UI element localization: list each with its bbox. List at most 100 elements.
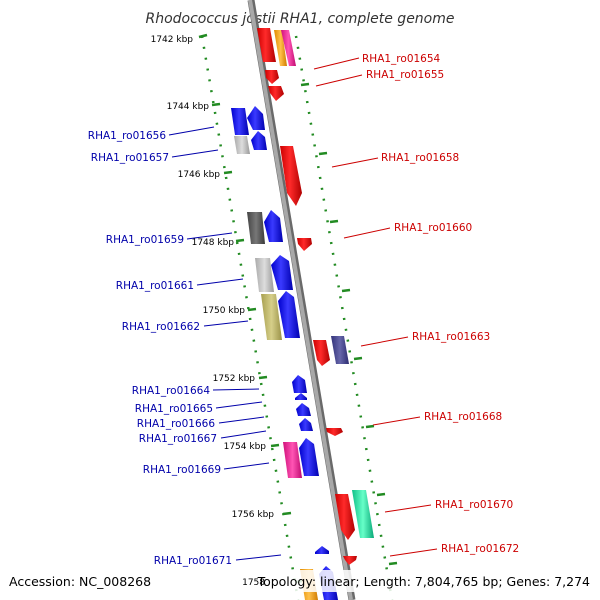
gene-label[interactable]: RHA1_ro01655 [366,69,444,81]
gene-arrow[interactable] [299,438,319,476]
leader-line [218,416,265,424]
scale-labels: 1742 kbp 1744 kbp 1746 kbp 1748 kbp 1750… [151,35,275,588]
leader-line [203,320,249,327]
gene-label[interactable]: RHA1_ro01662 [122,321,200,333]
gene-label[interactable]: RHA1_ro01667 [139,433,217,445]
gene-arrow[interactable] [299,418,313,431]
leader-line [212,388,260,391]
gene-label[interactable]: RHA1_ro01660 [394,222,472,234]
footer-left-backdrop [0,570,152,592]
gene-arrow[interactable] [343,556,357,565]
gene-arrow[interactable] [280,146,302,206]
tick [318,151,328,156]
gene-arrow[interactable] [352,490,374,538]
scale-label: 1758 [242,578,265,588]
gene-arrow[interactable] [247,106,265,130]
map-title: Rhodococcus jostii RHA1, complete genome [145,11,454,27]
tick [329,219,339,224]
axis-line [248,0,353,600]
gene-label[interactable]: RHA1_ro01657 [91,152,169,164]
scale-label: 1756 kbp [232,510,275,520]
gene-label[interactable]: RHA1_ro01670 [435,499,513,511]
tick [282,511,292,516]
gene-arrow[interactable] [326,428,343,436]
right-dotted-track [294,35,394,600]
gene-features [231,28,374,600]
accession-text: Accession: NC_008268 [9,574,151,589]
leader-line [343,227,391,239]
footer: Accession: NC_008268 Topology: linear; L… [0,570,600,592]
gene-label[interactable]: RHA1_ro01672 [441,543,519,555]
gene-arrow[interactable] [251,131,267,150]
gene-arrow[interactable] [335,494,355,540]
leader-lines [168,57,438,561]
gene-label[interactable]: RHA1_ro01659 [106,234,184,246]
gene-arrow[interactable] [331,336,349,364]
leader-line [372,416,421,426]
genome-axis [247,0,356,600]
gene-arrow[interactable] [313,340,330,366]
tick [300,82,310,87]
gene-arrow[interactable] [274,30,287,66]
gene-arrow[interactable] [234,136,250,154]
right-gene-labels: RHA1_ro01654 RHA1_ro01655 RHA1_ro01658 R… [362,53,519,555]
leader-line [168,126,215,136]
tick [223,170,233,175]
gene-label[interactable]: RHA1_ro01658 [381,152,459,164]
tick [198,33,208,39]
gene-label[interactable]: RHA1_ro01665 [135,403,213,415]
scale-label: 1742 kbp [151,35,194,45]
gene-label[interactable]: RHA1_ro01668 [424,411,502,423]
leader-line [223,462,270,470]
leader-line [360,336,409,347]
genome-summary-text: Topology: linear; Length: 7,804,765 bp; … [257,574,590,589]
gene-label[interactable]: RHA1_ro01663 [412,331,490,343]
gene-arrow[interactable] [255,258,274,292]
scale-label: 1754 kbp [224,442,267,452]
tick [341,288,351,293]
gene-arrow[interactable] [296,403,311,416]
footer-right-backdrop [270,570,600,592]
gene-arrow[interactable] [265,70,279,84]
tick [365,424,375,429]
gene-label[interactable]: RHA1_ro01666 [137,418,216,430]
gene-arrow[interactable] [292,375,307,393]
gene-arrow[interactable] [297,238,312,251]
gene-arrow[interactable] [257,28,276,62]
gene-arrow[interactable] [281,30,296,66]
gene-label[interactable]: RHA1_ro01656 [88,130,167,142]
gene-arrow[interactable] [271,255,293,290]
gene-arrow[interactable] [261,294,282,340]
tick [247,307,257,312]
leader-line [186,232,233,240]
scale-label: 1750 kbp [203,306,246,316]
gene-arrow[interactable] [268,86,284,101]
gene-arrow[interactable] [283,442,302,478]
gene-arrow[interactable] [315,546,329,554]
left-dotted-track [200,35,300,600]
gene-label[interactable]: RHA1_ro01669 [143,464,221,476]
gene-label[interactable]: RHA1_ro01661 [116,280,194,292]
gene-arrow[interactable] [247,212,265,244]
tick [235,238,245,243]
leader-line [220,430,267,439]
gene-label[interactable]: RHA1_ro01671 [154,555,232,567]
left-gene-labels: RHA1_ro01656 RHA1_ro01657 RHA1_ro01659 R… [88,130,232,567]
tick [353,356,363,361]
gene-arrow[interactable] [295,393,307,400]
leader-line [389,548,438,557]
gene-label[interactable]: RHA1_ro01654 [362,53,441,65]
gene-arrow[interactable] [264,210,283,242]
scale-label: 1746 kbp [178,170,221,180]
leader-line [215,401,263,409]
leader-line [313,57,360,70]
gene-arrow[interactable] [231,108,249,135]
leader-line [331,157,379,168]
scale-tracks [200,35,394,600]
tick [211,102,221,107]
gene-arrow[interactable] [278,291,300,338]
scale-label: 1744 kbp [167,102,210,112]
gene-label[interactable]: RHA1_ro01664 [132,385,211,397]
tick [388,561,398,566]
